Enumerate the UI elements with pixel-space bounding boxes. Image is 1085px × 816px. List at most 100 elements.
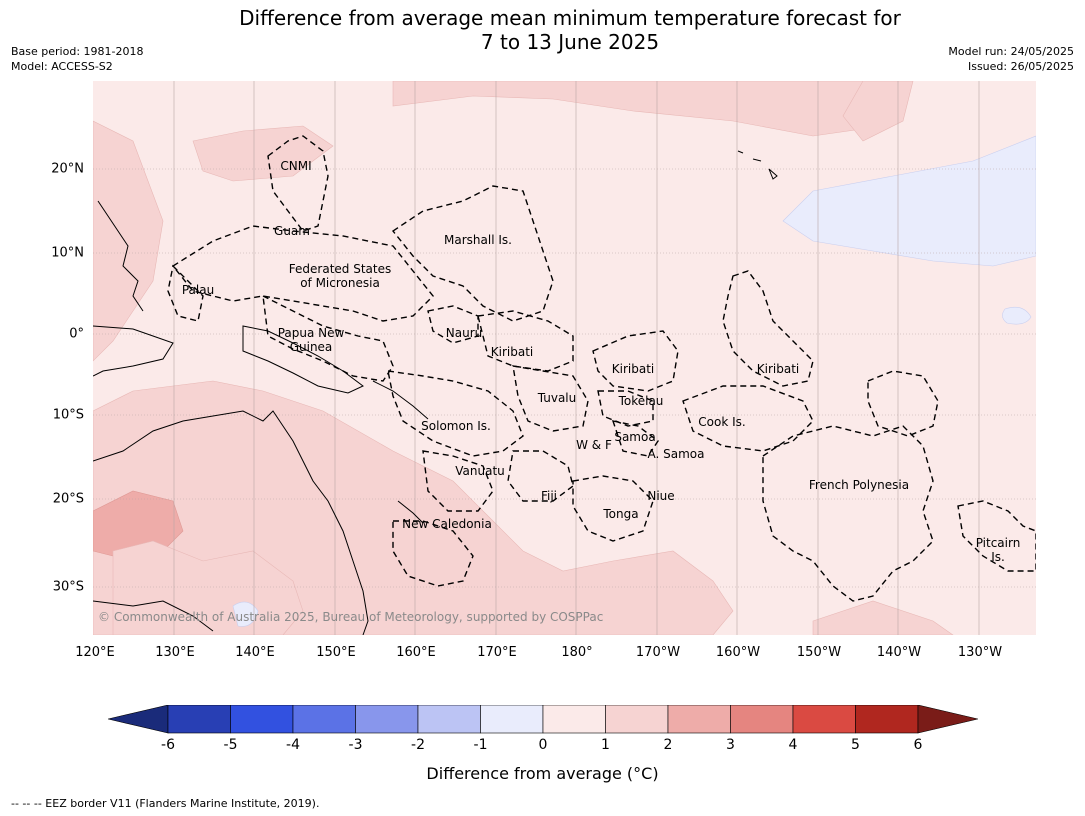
colorbar-tick: 0	[538, 737, 548, 753]
anomaly-warm-sw-core	[93, 490, 184, 557]
x-tick-140e: 140°E	[235, 645, 275, 660]
anomaly-warm-north-band	[392, 81, 904, 137]
anomaly-warm-east-north	[842, 81, 914, 142]
eez-nauru	[427, 305, 479, 344]
eez-tokelau	[597, 390, 654, 427]
label-kiribati-central: Kiribati	[611, 362, 655, 376]
colorbar-segment	[542, 705, 606, 734]
eez-tuvalu	[512, 365, 589, 432]
colorbar-segment	[417, 705, 481, 734]
map-panel	[93, 81, 1036, 635]
label-nauru: Nauru	[445, 326, 483, 340]
colorbar-tick: 2	[663, 737, 673, 753]
label-fsm-line-1: Federated States	[288, 262, 392, 276]
anomaly-cool-sw	[232, 601, 259, 627]
x-tick-130e: 130°E	[155, 645, 195, 660]
y-tick-30s: 30°S	[52, 579, 84, 595]
label-tokelau: Tokelau	[618, 394, 664, 408]
anomaly-cool-east	[782, 135, 1036, 267]
colorbar-label: Difference from average (°C)	[426, 764, 659, 783]
map-svg	[93, 81, 1036, 635]
colorbar-segment	[230, 705, 294, 734]
eez-kiribati-w	[477, 310, 574, 372]
label-png-line-2: Guinea	[289, 340, 333, 354]
eez-cnmi	[267, 135, 329, 232]
y-tick-20s: 20°S	[52, 491, 84, 507]
colorbar-tick: -5	[223, 737, 238, 753]
colorbar-tick: 1	[601, 737, 610, 753]
eez-fiji	[507, 450, 574, 502]
x-tick-140w: 140°W	[876, 645, 922, 660]
colorbar-tick: 5	[851, 737, 860, 753]
label-palau: Palau	[181, 283, 215, 297]
colorbar-tick: 3	[726, 737, 735, 753]
eez-kiribati-c	[592, 330, 679, 392]
label-fiji: Fiji	[540, 489, 558, 503]
colorbar-tick: -3	[348, 737, 363, 753]
coast-solomons	[372, 380, 429, 420]
x-tick-160w: 160°W	[715, 645, 761, 660]
x-tick-120e: 120°E	[75, 645, 115, 660]
eez-fsm	[171, 225, 434, 322]
label-tuvalu: Tuvalu	[537, 391, 577, 405]
label-american-samoa: A. Samoa	[647, 447, 705, 461]
map-title: Difference from average mean minimum tem…	[0, 6, 1085, 54]
y-tick-0: 0°	[69, 326, 84, 342]
colorbar-tick: 6	[913, 737, 923, 753]
coast-new-caledonia	[397, 500, 424, 524]
y-tick-10s: 10°S	[52, 407, 84, 423]
eez-solomon	[387, 370, 524, 457]
issued-date: Issued: 26/05/2025	[967, 60, 1074, 73]
colorbar	[108, 705, 978, 734]
colorbar-arrow-high	[917, 705, 978, 734]
colorbar-arrow-low	[108, 705, 169, 734]
colorbar-tick: 4	[788, 737, 798, 753]
colorbar-segment	[292, 705, 356, 734]
title-line-1: Difference from average mean minimum tem…	[239, 6, 901, 30]
eez-french-poly	[762, 425, 934, 602]
label-solomon: Solomon Is.	[421, 419, 491, 433]
eez-kiribati-e	[722, 270, 814, 387]
eez-vanuatu	[422, 450, 494, 512]
label-cook: Cook Is.	[698, 415, 746, 429]
coast-indonesia	[93, 325, 174, 377]
colorbar-tick: -6	[161, 737, 175, 753]
eez-footnote: -- -- -- EEZ border V11 (Flanders Marine…	[11, 797, 320, 810]
label-french-polynesia: French Polynesia	[808, 478, 910, 492]
colorbar-segment	[855, 705, 919, 734]
label-niue: Niue	[647, 489, 675, 503]
colorbar-segment	[355, 705, 419, 734]
title-line-2: 7 to 13 June 2025	[480, 30, 660, 54]
model-name: Model: ACCESS-S2	[11, 60, 113, 73]
x-tick-170e: 170°E	[477, 645, 517, 660]
coast-philippines	[97, 200, 144, 312]
eez-marshall	[391, 185, 554, 322]
anomaly-cool-patch	[1002, 306, 1032, 325]
eez-new-caledonia	[392, 520, 474, 587]
colorbar-tick: -4	[286, 737, 300, 753]
copyright-notice: © Commonwealth of Australia 2025, Bureau…	[98, 610, 604, 624]
hawaii-islands	[737, 150, 778, 180]
label-tonga: Tonga	[603, 507, 639, 521]
coast-australia-north	[93, 410, 369, 635]
x-tick-180: 180°	[561, 645, 593, 660]
eez-palau	[167, 264, 204, 322]
eez-east-kiribati-ring	[867, 370, 939, 437]
coastlines	[93, 200, 429, 635]
anomaly-warm-westpac	[93, 120, 164, 362]
label-fsm-line-2: of Micronesia	[300, 276, 380, 290]
eez-samoa	[611, 420, 659, 457]
colorbar-segment	[167, 705, 231, 734]
y-tick-10n: 10°N	[51, 245, 84, 261]
colorbar-segment	[667, 705, 731, 734]
colorbar-segment	[730, 705, 794, 734]
colorbar-segment	[605, 705, 669, 734]
label-pitcairn-line-2: Is.	[991, 550, 1005, 564]
label-guam: Guam	[274, 224, 310, 238]
label-kiribati-west: Kiribati	[490, 345, 534, 359]
colorbar-segment	[480, 705, 544, 734]
label-marshall: Marshall Is.	[444, 233, 512, 247]
meta-right: Model run: 24/05/2025 Issued: 26/05/2025	[948, 44, 1074, 74]
meta-left: Base period: 1981-2018 Model: ACCESS-S2	[11, 44, 143, 74]
label-wallis-futuna: W & F	[576, 438, 612, 452]
